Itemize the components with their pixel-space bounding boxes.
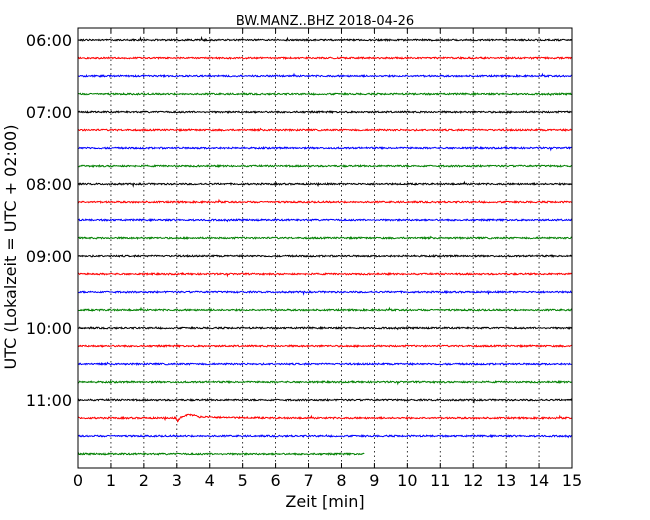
- y-tick-label: 07:00: [26, 103, 72, 122]
- x-tick-label: 0: [73, 471, 83, 490]
- trace-1015: [77, 344, 572, 349]
- x-tick-label: 15: [562, 471, 582, 490]
- trace-0630: [77, 72, 572, 78]
- x-axis-label: Zeit [min]: [285, 492, 364, 511]
- trace-0745: [77, 163, 573, 169]
- trace-1000: [77, 325, 573, 331]
- y-ticks: 06:00 07:00 08:00 09:00 10:00 11:00: [26, 31, 572, 410]
- traces: [77, 35, 573, 457]
- x-tick-label: 1: [106, 471, 116, 490]
- x-tick-label: 14: [529, 471, 549, 490]
- trace-0715: [77, 127, 572, 133]
- x-tick-label: 9: [369, 471, 379, 490]
- trace-0645: [77, 91, 572, 97]
- x-tick-label: 12: [463, 471, 483, 490]
- x-tick-label: 11: [430, 471, 450, 490]
- y-tick-label: 06:00: [26, 31, 72, 50]
- trace-0615: [77, 55, 572, 60]
- x-tick-label: 6: [271, 471, 281, 490]
- y-tick-label: 08:00: [26, 175, 72, 194]
- trace-1045: [77, 379, 572, 386]
- chart-title: BW.MANZ..BHZ 2018-04-26: [236, 14, 414, 29]
- y-axis-label: UTC (Lokalzeit = UTC + 02:00): [1, 125, 20, 370]
- plot-frame: [77, 27, 573, 469]
- trace-0600: [77, 35, 573, 42]
- trace-0930: [77, 289, 572, 296]
- trace-0830: [77, 217, 573, 223]
- x-tick-label: 10: [397, 471, 417, 490]
- x-tick-label: 3: [172, 471, 182, 490]
- x-tick-label: 13: [496, 471, 516, 490]
- trace-1145: [77, 452, 365, 457]
- trace-0845: [77, 235, 573, 241]
- x-tick-label: 8: [336, 471, 346, 490]
- trace-1100: [77, 397, 573, 404]
- y-tick-label: 10:00: [26, 319, 72, 338]
- trace-0900: [77, 253, 573, 258]
- trace-0700: [77, 110, 572, 115]
- x-tick-label: 4: [205, 471, 215, 490]
- y-tick-label: 11:00: [26, 391, 72, 410]
- x-ticks: 0 1 2 3 4 5 6 7 8 9 10 11 12 13 14 15: [73, 28, 582, 490]
- trace-1115: [77, 413, 573, 423]
- trace-0800: [77, 180, 572, 188]
- x-tick-label: 5: [238, 471, 248, 490]
- trace-0945: [77, 306, 573, 312]
- trace-0730: [77, 145, 572, 152]
- trace-0915: [77, 271, 573, 278]
- x-tick-label: 2: [139, 471, 149, 490]
- trace-1130: [77, 433, 572, 439]
- y-tick-label: 09:00: [26, 247, 72, 266]
- x-tick-label: 7: [303, 471, 313, 490]
- trace-1030: [77, 361, 572, 367]
- trace-0815: [77, 198, 573, 204]
- x-grid: [110, 28, 540, 468]
